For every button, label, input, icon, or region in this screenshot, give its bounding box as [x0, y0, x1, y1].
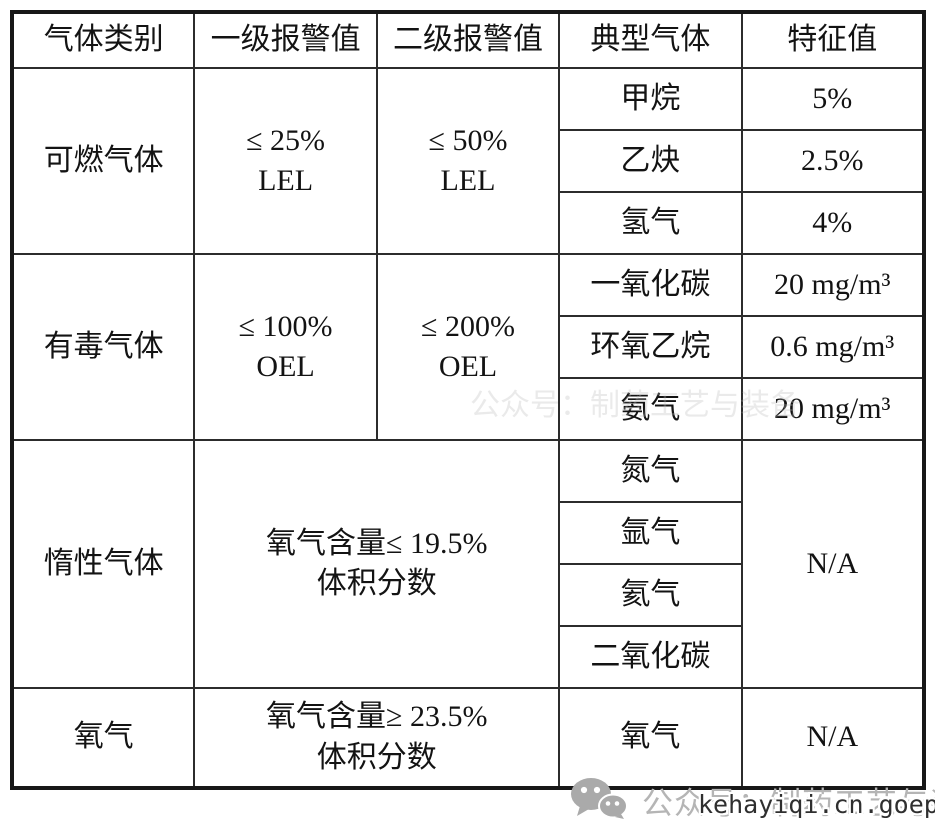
- table-row: 有毒气体 ≤ 100% OEL ≤ 200% OEL 一氧化碳 20 mg/m³: [10, 253, 926, 441]
- table-row: 环氧乙烷 0.6 mg/m³: [12, 315, 926, 379]
- table-row: 乙炔 2.5%: [12, 129, 926, 193]
- gas-name-cell: 氦气: [558, 563, 743, 627]
- category-cell-oxygen: 氧气: [10, 687, 196, 789]
- table-row: 可燃气体 ≤ 25% LEL ≤ 50% LEL 甲烷 5%: [10, 67, 926, 255]
- watermark-url: kehayiqi.cn.goepe.com: [698, 790, 935, 819]
- table-row: 惰性气体 氧气含量≤ 19.5% 体积分数 氮气 N/A: [10, 439, 926, 689]
- gas-value-cell: 0.6 mg/m³: [740, 315, 926, 379]
- gas-name-cell: 甲烷: [558, 67, 743, 131]
- gas-name-cell: 一氧化碳: [558, 253, 743, 317]
- gas-value-cell: 4%: [740, 191, 926, 255]
- gas-name-cell: 二氧化碳: [558, 625, 743, 689]
- level2-cell-toxic: ≤ 200% OEL: [375, 253, 561, 441]
- category-cell-combustible: 可燃气体: [10, 67, 196, 255]
- gas-name-cell: 氧气: [558, 687, 743, 789]
- category-cell-toxic: 有毒气体: [10, 253, 196, 441]
- header-gas-category: 气体类别: [10, 11, 196, 69]
- header-level2-alarm: 二级报警值: [375, 11, 561, 69]
- header-typical-gas: 典型气体: [558, 11, 743, 69]
- table-row: 氦气: [12, 563, 924, 627]
- gas-name-cell: 氩气: [558, 501, 743, 565]
- gas-name-cell: 氨气: [558, 377, 743, 441]
- gas-name-cell: 乙炔: [558, 129, 743, 193]
- gas-name-cell: 环氧乙烷: [558, 315, 743, 379]
- category-cell-inert: 惰性气体: [10, 439, 196, 689]
- gas-value-cell-inert: N/A: [740, 439, 926, 689]
- header-row: 气体类别 一级报警值 二级报警值 典型气体 特征值: [10, 11, 926, 69]
- table-row: 氩气: [12, 501, 924, 565]
- alarm-cell-inert: 氧气含量≤ 19.5% 体积分数: [193, 439, 561, 689]
- gas-value-cell: 2.5%: [740, 129, 926, 193]
- gas-name-cell: 氢气: [558, 191, 743, 255]
- gas-value-cell-oxygen: N/A: [740, 687, 926, 789]
- table-row: 氨气 20 mg/m³: [12, 377, 926, 441]
- table-row: 氢气 4%: [12, 191, 926, 255]
- table-row: 氧气 氧气含量≥ 23.5% 体积分数 氧气 N/A: [10, 687, 926, 789]
- gas-value-cell: 20 mg/m³: [740, 377, 926, 441]
- table-row: 二氧化碳: [12, 625, 924, 689]
- gas-value-cell: 20 mg/m³: [740, 253, 926, 317]
- level1-cell-combustible: ≤ 25% LEL: [193, 67, 378, 255]
- gas-alarm-table: 气体类别 一级报警值 二级报警值 典型气体 特征值 可燃气体 ≤ 25% LEL…: [10, 10, 926, 790]
- gas-value-cell: 5%: [740, 67, 926, 131]
- level2-cell-combustible: ≤ 50% LEL: [375, 67, 561, 255]
- alarm-cell-oxygen: 氧气含量≥ 23.5% 体积分数: [193, 687, 561, 789]
- level1-cell-toxic: ≤ 100% OEL: [193, 253, 378, 441]
- header-level1-alarm: 一级报警值: [193, 11, 378, 69]
- header-characteristic-value: 特征值: [740, 11, 926, 69]
- gas-name-cell: 氮气: [558, 439, 743, 503]
